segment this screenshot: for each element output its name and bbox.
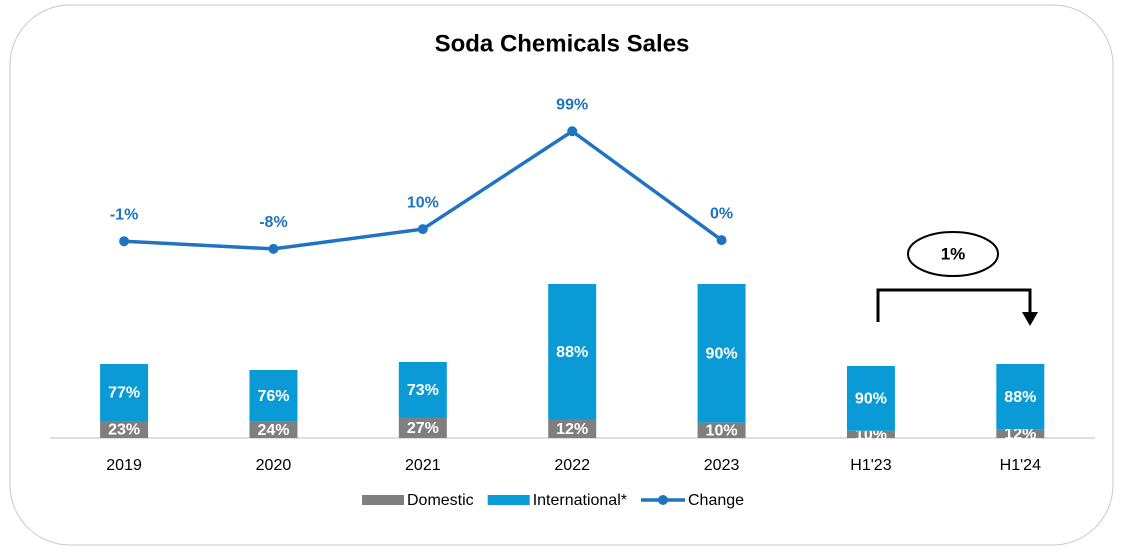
bar-label: 27%: [407, 420, 439, 437]
bar-label: 90%: [706, 346, 738, 363]
bar-segment: [697, 422, 746, 438]
legend-label: Change: [688, 492, 744, 509]
bracket: [876, 288, 1032, 322]
line-label: -1%: [110, 206, 138, 223]
bar-segment: [996, 364, 1045, 430]
bar-label: 24%: [257, 422, 289, 439]
legend-swatch: [487, 495, 530, 505]
x-tick-label: 2022: [554, 457, 590, 474]
line-label: 99%: [556, 96, 588, 113]
annotation-oval: [907, 231, 999, 277]
legend-label: Domestic: [407, 492, 474, 509]
x-tick-label: 2019: [106, 457, 142, 474]
bar-segment: [697, 284, 746, 423]
bar-segment: [398, 417, 447, 438]
legend-swatch-dot: [657, 495, 668, 505]
bar-label: 73%: [407, 382, 439, 399]
annotation: 1%: [941, 244, 966, 263]
line-label: 0%: [710, 205, 733, 222]
chart-title: Soda Chemicals Sales: [435, 30, 690, 57]
x-tick-label: 2020: [256, 457, 292, 474]
bar-segment: [398, 362, 447, 418]
bar-segment: [846, 430, 895, 438]
bar-segment: [548, 419, 597, 438]
bar-label: 90%: [855, 391, 887, 408]
bar-label: 10%: [706, 423, 738, 440]
legend-label: International*: [533, 492, 627, 509]
bar-label: 77%: [108, 385, 140, 402]
bar-label: 76%: [257, 388, 289, 405]
bar-label: 12%: [556, 421, 588, 438]
line-point: [716, 235, 727, 246]
bar-label: 23%: [108, 422, 140, 439]
line-point: [268, 243, 279, 254]
bar-label: 88%: [1004, 389, 1036, 406]
x-tick-label: H1'23: [850, 457, 891, 474]
x-tick-label: 2023: [704, 457, 740, 474]
bar-segment: [548, 284, 597, 420]
line-label: 10%: [407, 194, 439, 211]
bar-segment: [249, 421, 298, 438]
bar-label: 88%: [556, 344, 588, 361]
x-tick-label: 2021: [405, 457, 441, 474]
bar-label: 12%: [1004, 426, 1036, 443]
x-tick-label: H1'24: [1000, 457, 1041, 474]
bar-segment: [100, 420, 149, 438]
bar-segment: [100, 364, 149, 421]
bar-label: 10%: [855, 427, 887, 444]
bar-segment: [249, 370, 298, 422]
line-point: [119, 236, 130, 247]
line-point: [417, 224, 428, 235]
bar-segment: [846, 366, 895, 431]
arrow-head: [1022, 312, 1038, 326]
legend-swatch: [362, 495, 404, 505]
line-point: [567, 126, 578, 137]
line-label: -8%: [259, 214, 287, 231]
bar-segment: [996, 429, 1045, 438]
